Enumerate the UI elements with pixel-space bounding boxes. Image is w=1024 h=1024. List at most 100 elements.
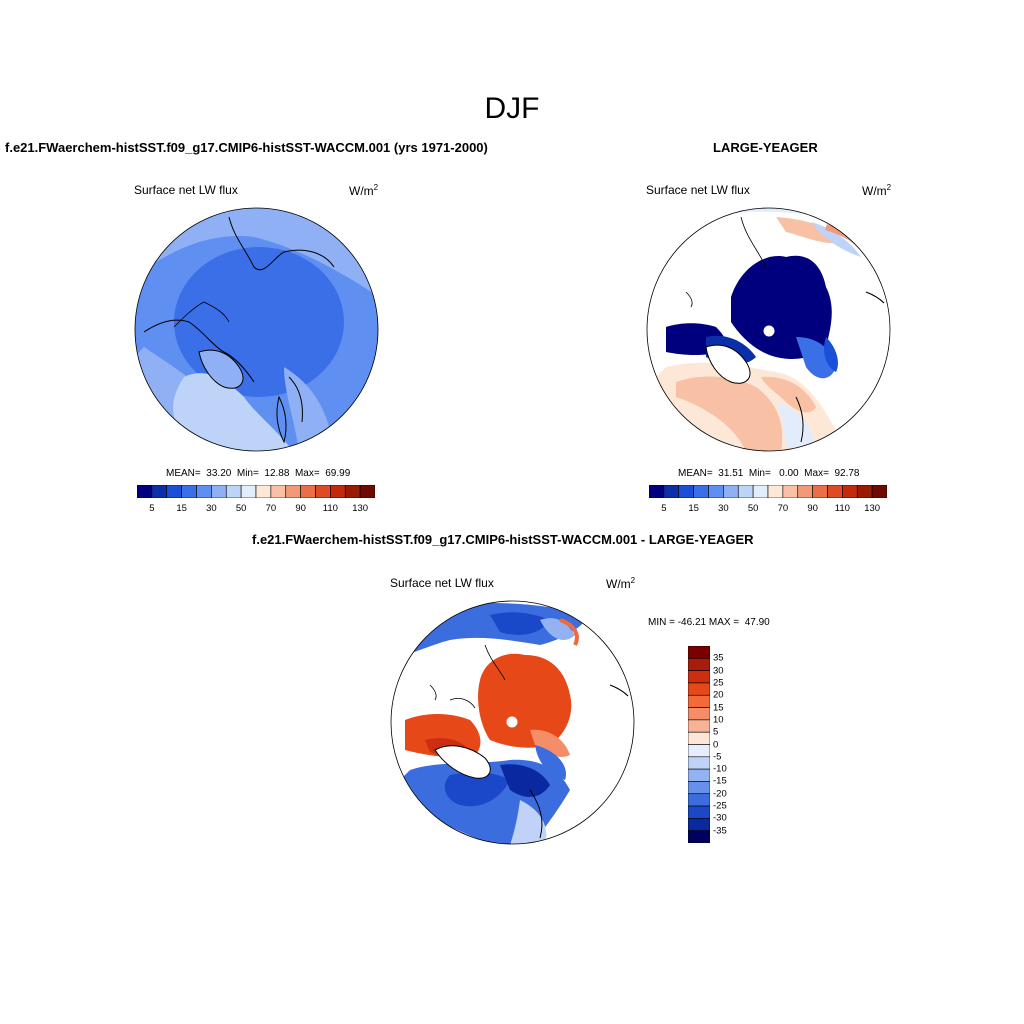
diff-colorbar-swatch [688, 731, 710, 745]
right-colorbar-swatch [812, 485, 828, 498]
diff-colorbar-tick-label: 35 [713, 652, 724, 664]
right-colorbar-tick-label: 70 [777, 503, 789, 514]
right-variable-label: Surface net LW flux [646, 183, 750, 197]
diff-colorbar-swatch [688, 830, 710, 843]
left-colorbar-tick-label: 90 [295, 503, 306, 514]
left-colorbar-swatch [137, 485, 153, 498]
diff-colorbar-swatch [688, 682, 710, 696]
right-colorbar-swatch [827, 485, 843, 498]
left-colorbar-tick-label: 50 [235, 503, 247, 514]
diff-colorbar-swatch [688, 707, 710, 721]
diff-colorbar-swatch [688, 719, 710, 733]
left-colorbar-swatch [330, 485, 346, 498]
diff-colorbar-swatch [688, 744, 710, 758]
left-colorbar-tick-label: 110 [322, 503, 338, 514]
right-colorbar-tick-label: 110 [834, 503, 850, 514]
right-units-label: W/m2 [862, 183, 892, 198]
right-colorbar-tick-label: 130 [864, 503, 881, 514]
diff-colorbar-swatch [688, 756, 710, 770]
right-colorbar-swatch [663, 485, 680, 498]
diff-colorbar-swatch [688, 768, 710, 782]
left-colorbar-swatch [151, 485, 168, 498]
left-colorbar-swatch [359, 485, 375, 498]
left-colorbar-swatch [300, 485, 316, 498]
left-colorbar-tick-label: 70 [265, 503, 277, 514]
right-colorbar-tick-label: 5 [661, 503, 667, 514]
diff-minmax: MIN = -46.21 MAX = 47.90 [648, 617, 770, 628]
left-colorbar-tick-label: 130 [352, 503, 369, 514]
diff-colorbar-tick-label: 5 [713, 726, 719, 738]
left-colorbar-swatch [240, 485, 257, 498]
diff-colorbar-tick-label: 30 [713, 665, 724, 677]
right-polar-map [646, 207, 891, 452]
left-colorbar-swatch [181, 485, 197, 498]
diff-polar-map [390, 600, 635, 845]
right-colorbar-swatch [767, 485, 784, 498]
right-colorbar-swatch [737, 485, 754, 498]
left-colorbar-swatch [255, 485, 272, 498]
right-colorbar-ticks: 5 15 30 50 70 90 110 130 [649, 503, 887, 515]
right-colorbar-swatch [797, 485, 813, 498]
left-stats: MEAN= 33.20 Min= 12.88 Max= 69.99 [166, 468, 351, 479]
left-colorbar-swatch [211, 485, 227, 498]
left-colorbar-swatch [344, 485, 361, 498]
left-colorbar-swatch [196, 485, 212, 498]
diff-colorbar-swatch [688, 646, 710, 659]
diff-colorbar-tick-label: 10 [713, 714, 724, 726]
diff-panel-title: f.e21.FWaerchem-histSST.f09_g17.CMIP6-hi… [252, 532, 754, 547]
diff-colorbar-swatch [688, 793, 710, 807]
left-units-label: W/m2 [349, 183, 379, 198]
diff-colorbar-swatch [688, 805, 710, 819]
left-colorbar-swatch [270, 485, 287, 498]
left-polar-map [134, 207, 379, 452]
right-colorbar-swatch [723, 485, 739, 498]
right-colorbar-swatch [649, 485, 665, 498]
diff-colorbar-swatch [688, 658, 710, 671]
diff-colorbar-tick-label: 0 [713, 739, 719, 750]
right-stats: MEAN= 31.51 Min= 0.00 Max= 92.78 [678, 468, 860, 479]
diff-units-label: W/m2 [606, 576, 636, 591]
left-colorbar-tick-label: 5 [149, 503, 155, 514]
right-colorbar-tick-label: 50 [747, 503, 759, 514]
right-colorbar-swatch [678, 485, 694, 498]
diff-colorbar-tick-label: 20 [713, 689, 724, 701]
right-colorbar [649, 485, 887, 498]
left-colorbar-tick-label: 30 [206, 503, 217, 514]
right-colorbar-swatch [842, 485, 858, 498]
left-colorbar-ticks: 5 15 30 50 70 90 110 130 [137, 503, 375, 515]
diff-colorbar-tick-label: -15 [713, 775, 727, 787]
right-colorbar-swatch [708, 485, 724, 498]
diff-colorbar-tick-label: -25 [713, 800, 727, 812]
left-colorbar-swatch [166, 485, 182, 498]
diff-colorbar-ticks: 35 30 25 20 15 10 5 0 -5 -10 -15 -20 -25 -30 -35 [713, 646, 753, 843]
diff-colorbar-swatch [688, 670, 710, 684]
left-colorbar-tick-label: 15 [176, 503, 187, 514]
diff-colorbar-tick-label: -10 [713, 763, 727, 775]
left-colorbar-swatch [315, 485, 331, 498]
left-colorbar-swatch [225, 485, 242, 498]
left-panel-title: f.e21.FWaerchem-histSST.f09_g17.CMIP6-hi… [5, 140, 488, 155]
diff-colorbar-tick-label: -20 [713, 788, 727, 800]
diff-variable-label: Surface net LW flux [390, 576, 494, 590]
right-colorbar-swatch [871, 485, 887, 498]
diff-colorbar-swatch [688, 694, 710, 708]
diff-colorbar-tick-label: 15 [713, 702, 724, 714]
right-colorbar-tick-label: 90 [807, 503, 818, 514]
left-variable-label: Surface net LW flux [134, 183, 238, 197]
diff-colorbar-tick-label: -30 [713, 812, 727, 824]
diff-colorbar-swatch [688, 818, 710, 831]
left-colorbar [137, 485, 375, 498]
right-panel-title: LARGE-YEAGER [713, 140, 818, 155]
diff-colorbar-swatch [688, 781, 710, 795]
right-colorbar-swatch [752, 485, 769, 498]
diff-colorbar [688, 646, 710, 843]
right-colorbar-tick-label: 15 [688, 503, 699, 514]
right-colorbar-swatch [856, 485, 873, 498]
right-colorbar-swatch [782, 485, 799, 498]
diff-colorbar-tick-label: -5 [713, 751, 722, 763]
diff-colorbar-tick-label: 25 [713, 677, 724, 689]
right-colorbar-tick-label: 30 [718, 503, 729, 514]
figure-title: DJF [484, 92, 540, 125]
right-colorbar-swatch [693, 485, 709, 498]
left-colorbar-swatch [285, 485, 301, 498]
